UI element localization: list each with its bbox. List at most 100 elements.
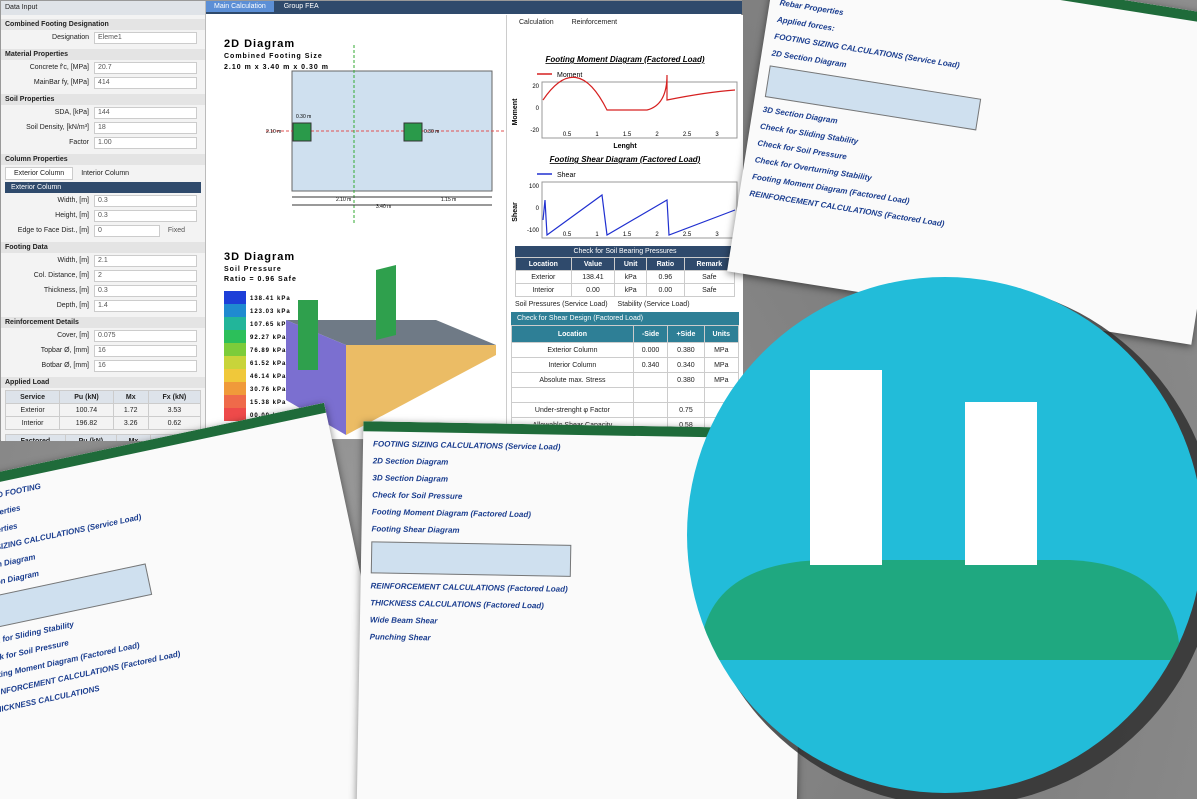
- field-input[interactable]: 0.3: [94, 194, 197, 207]
- panel-title: Data Input: [1, 1, 205, 15]
- logo-base: [700, 560, 1180, 660]
- x-tick-label: 2.5: [683, 232, 692, 238]
- buttons: Soil Pressures (Service Load) Stability …: [515, 301, 735, 308]
- cell: Exterior: [515, 270, 572, 284]
- tab[interactable]: Calculation: [519, 19, 554, 26]
- field-input[interactable]: 414: [94, 76, 197, 89]
- legend-swatch: [224, 291, 246, 304]
- table: Location Value Unit Ratio Remark Exterior 138.…: [515, 257, 736, 297]
- field-row: Depth, [m] 1.4: [1, 298, 205, 313]
- logo-bar: [810, 370, 882, 565]
- legend-label: 138.41 kPa: [250, 296, 291, 302]
- legend-swatch: [224, 317, 246, 330]
- cell: 0.00: [646, 283, 685, 297]
- cell: 1.72: [112, 403, 149, 417]
- button[interactable]: Stability (Service Load): [617, 301, 690, 308]
- field-input[interactable]: 20.7: [94, 61, 197, 74]
- legend-label: Moment: [557, 72, 582, 79]
- legend-swatch: [224, 395, 246, 408]
- field-input[interactable]: 16: [94, 359, 197, 372]
- y-label: Moment: [512, 98, 519, 126]
- column-header: Ratio: [646, 257, 685, 271]
- table-row: Interior Column 0.340 0.340 MPa: [511, 357, 740, 373]
- column-header: Service: [4, 390, 61, 404]
- field-input[interactable]: 16: [94, 344, 197, 357]
- field-label: Designation: [52, 34, 89, 41]
- tab[interactable]: Main Calculation: [206, 1, 274, 12]
- dim: 2.10 m: [266, 129, 281, 135]
- legend-label: 92.27 kPa: [250, 335, 286, 341]
- tab[interactable]: Exterior Column: [5, 167, 74, 180]
- x-tick-label: 1: [595, 132, 599, 138]
- field-row: Concrete f'c, [MPa] 20.7: [1, 60, 205, 75]
- section-header: Material Properties: [1, 49, 205, 60]
- column-3d: [376, 265, 396, 340]
- column-header: Location: [515, 257, 572, 271]
- x-label: Lenght: [613, 143, 637, 150]
- cell: 196.82: [59, 416, 114, 430]
- tab[interactable]: Interior Column: [81, 170, 130, 177]
- field-label: Width, [m]: [57, 197, 89, 204]
- field-label: Cover, [m]: [57, 332, 89, 339]
- button[interactable]: Soil Pressures (Service Load): [515, 301, 608, 308]
- section-header: Column Properties: [1, 154, 205, 165]
- field-input[interactable]: 0.075: [94, 329, 197, 342]
- field-input[interactable]: 2.1: [94, 254, 197, 267]
- dropdown[interactable]: Fixed: [167, 227, 185, 234]
- column-header: -Side: [632, 325, 669, 343]
- field-label: Topbar Ø, [mm]: [40, 347, 89, 354]
- field-row: MainBar fy, [MPa] 414: [1, 75, 205, 90]
- field-label: Thickness, [m]: [43, 287, 89, 294]
- x-tick-label: 1.5: [623, 232, 632, 238]
- field-label: Depth, [m]: [56, 302, 89, 309]
- field-input[interactable]: 2: [94, 269, 197, 282]
- legend-swatch: [224, 356, 246, 369]
- field-row: Factor 1.00: [1, 135, 205, 150]
- tab[interactable]: Reinforcement: [571, 19, 618, 26]
- x-tick-label: 1: [595, 232, 599, 238]
- field-input[interactable]: 1.4: [94, 299, 197, 312]
- field-input[interactable]: 0: [94, 224, 160, 237]
- diagram-ratio: Ratio = 0.96 Safe: [224, 276, 297, 283]
- y-tick-label: 0: [536, 106, 540, 112]
- legend-swatch: [224, 408, 246, 421]
- legend-label: 61.52 kPa: [250, 361, 286, 367]
- field-input[interactable]: 18: [94, 121, 197, 134]
- field-row: Edge to Face Dist., [m] 0 Fixed: [1, 223, 205, 238]
- field-input[interactable]: 0.3: [94, 209, 197, 222]
- diagram-subtitle: Soil Pressure: [224, 266, 282, 273]
- main-area: Main Calculation Group FEA 2D Diagram Co…: [206, 1, 743, 448]
- field-input[interactable]: 144: [94, 106, 197, 119]
- x-tick-label: 2: [655, 232, 659, 238]
- cell: 3.53: [147, 403, 202, 417]
- x-tick-label: 3: [715, 232, 719, 238]
- column-header: Remark: [683, 257, 736, 271]
- data-input-panel: Data Input Combined Footing Designation D…: [1, 1, 206, 441]
- results-tabs: Calculation Reinforcement: [507, 15, 743, 30]
- header-row: Location Value Unit Ratio Remark: [515, 257, 736, 271]
- diagram-title: 2D Diagram: [224, 38, 295, 50]
- curve: [542, 193, 736, 237]
- field-input[interactable]: 1.00: [94, 136, 197, 149]
- dim: 3.40 m: [376, 204, 391, 210]
- x-tick-label: 3: [715, 132, 719, 138]
- tab[interactable]: Group FEA: [283, 3, 319, 10]
- tab-strip: Main Calculation Group FEA: [206, 1, 742, 14]
- table-row: Absolute max. Stress 0.380 MPa: [511, 372, 740, 388]
- logo-bar: [965, 402, 1037, 565]
- section-header: Combined Footing Designation: [1, 19, 205, 30]
- table-row: Interior 196.82 3.26 0.62: [4, 416, 202, 430]
- column-header: Factored: [5, 434, 66, 441]
- column-header: Value: [570, 257, 616, 271]
- legend-label: 76.89 kPa: [250, 348, 286, 354]
- field-input[interactable]: Eleme1: [94, 31, 197, 44]
- legend-swatch: [224, 330, 246, 343]
- field-input[interactable]: 0.3: [94, 284, 197, 297]
- table-row: Exterior 138.41 kPa 0.96 Safe: [515, 270, 736, 284]
- diagram-canvas: 2D Diagram Combined Footing Size 2.10 m …: [224, 38, 506, 435]
- field-label: Width, [m]: [57, 257, 89, 264]
- slab-pressure: [346, 345, 496, 435]
- load-tables: Service Pu (kN) Mx Fx (kN) Exterior 100.74 1.7…: [4, 390, 202, 441]
- column-3d: [298, 300, 318, 370]
